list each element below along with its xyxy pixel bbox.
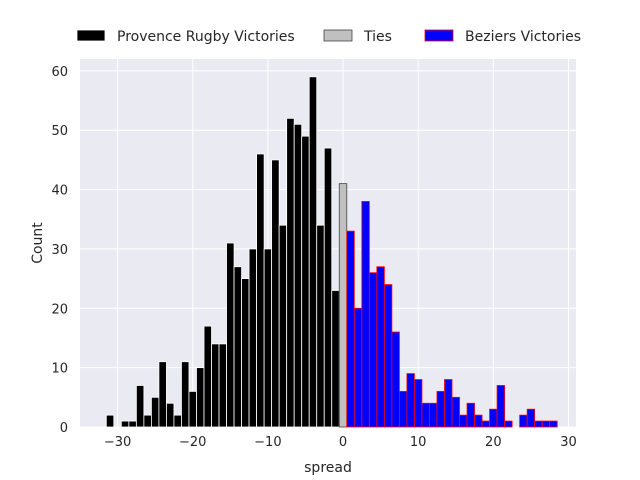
bar-series-0 xyxy=(323,147,333,428)
y-tick-label: 60 xyxy=(51,65,68,80)
bar-series-2 xyxy=(451,396,460,428)
bar-series-0 xyxy=(135,385,145,428)
bar-series-0 xyxy=(203,325,212,428)
bar-series-1 xyxy=(338,183,348,428)
bar-series-2 xyxy=(466,402,475,428)
bar-series-0 xyxy=(308,76,318,428)
bar-series-2 xyxy=(398,390,408,428)
bar-series-2 xyxy=(541,420,551,428)
bar-series-2 xyxy=(496,385,506,428)
bar-series-2 xyxy=(391,331,400,428)
bar-series-0 xyxy=(211,343,220,428)
bar-series-0 xyxy=(188,390,197,428)
bar-series-0 xyxy=(331,290,340,428)
bar-series-2 xyxy=(504,420,513,428)
bar-series-2 xyxy=(474,414,483,428)
legend-label-2: Beziers Victories xyxy=(465,29,581,45)
bar-series-2 xyxy=(361,201,370,428)
bar-series-2 xyxy=(459,414,468,428)
bar-series-2 xyxy=(421,402,430,428)
y-tick-label: 50 xyxy=(51,124,68,139)
y-axis-label: Count xyxy=(30,222,46,264)
bars-layer xyxy=(105,76,558,428)
bar-series-0 xyxy=(158,361,167,428)
bar-series-0 xyxy=(248,248,258,428)
bar-series-0 xyxy=(196,367,205,428)
bar-series-0 xyxy=(241,278,250,428)
legend: Provence Rugby Victories Ties Beziers Vict… xyxy=(76,29,581,45)
y-tick-label: 0 xyxy=(60,421,68,436)
bar-series-0 xyxy=(143,414,152,428)
bar-series-2 xyxy=(526,408,536,428)
bar-series-2 xyxy=(346,230,355,428)
bar-series-0 xyxy=(286,117,295,428)
bar-series-0 xyxy=(218,343,227,428)
bar-series-0 xyxy=(301,135,310,428)
x-tick-label: 20 xyxy=(485,435,502,450)
bar-series-2 xyxy=(534,420,543,428)
bar-series-0 xyxy=(166,402,175,428)
bar-series-0 xyxy=(293,123,303,428)
x-tick-label: −10 xyxy=(254,435,281,450)
bar-series-0 xyxy=(263,248,273,428)
bar-series-2 xyxy=(376,266,385,428)
tick-labels: −30 −20 −10 0 10 20 30 0 10 20 30 40 50 60 xyxy=(51,65,576,450)
bar-series-0 xyxy=(105,414,115,428)
bar-series-2 xyxy=(519,414,528,428)
legend-label-1: Ties xyxy=(363,29,392,45)
bar-series-2 xyxy=(368,272,378,428)
bar-series-2 xyxy=(489,408,498,428)
bar-series-2 xyxy=(406,373,415,428)
bar-series-0 xyxy=(271,159,280,428)
y-tick-label: 10 xyxy=(51,362,68,377)
bar-series-2 xyxy=(429,402,438,428)
bar-series-0 xyxy=(278,224,288,428)
bar-series-0 xyxy=(256,153,265,428)
bar-series-0 xyxy=(150,396,160,428)
bar-series-2 xyxy=(436,390,445,428)
y-tick-label: 20 xyxy=(51,302,68,317)
legend-swatch-1 xyxy=(323,29,353,42)
legend-label-0: Provence Rugby Victories xyxy=(117,29,295,45)
x-tick-label: 30 xyxy=(560,435,577,450)
bar-series-2 xyxy=(444,379,453,428)
bar-series-0 xyxy=(128,420,137,428)
y-tick-label: 40 xyxy=(51,184,68,199)
bar-series-0 xyxy=(181,361,190,428)
bar-series-2 xyxy=(353,307,363,428)
x-tick-label: −30 xyxy=(104,435,131,450)
x-axis-label: spread xyxy=(304,460,352,476)
legend-swatch-0 xyxy=(76,29,106,42)
bar-series-0 xyxy=(173,414,182,428)
bar-series-0 xyxy=(226,242,235,428)
x-tick-label: 10 xyxy=(410,435,427,450)
bar-series-2 xyxy=(414,379,423,428)
x-tick-label: 0 xyxy=(339,435,347,450)
x-tick-label: −20 xyxy=(179,435,206,450)
bar-series-2 xyxy=(481,420,490,428)
y-tick-label: 30 xyxy=(51,243,68,258)
bar-series-2 xyxy=(549,420,558,428)
bar-series-2 xyxy=(383,284,393,428)
bar-series-0 xyxy=(233,266,242,428)
bar-series-0 xyxy=(120,420,130,428)
legend-swatch-2 xyxy=(424,29,454,42)
bar-series-0 xyxy=(316,224,325,428)
